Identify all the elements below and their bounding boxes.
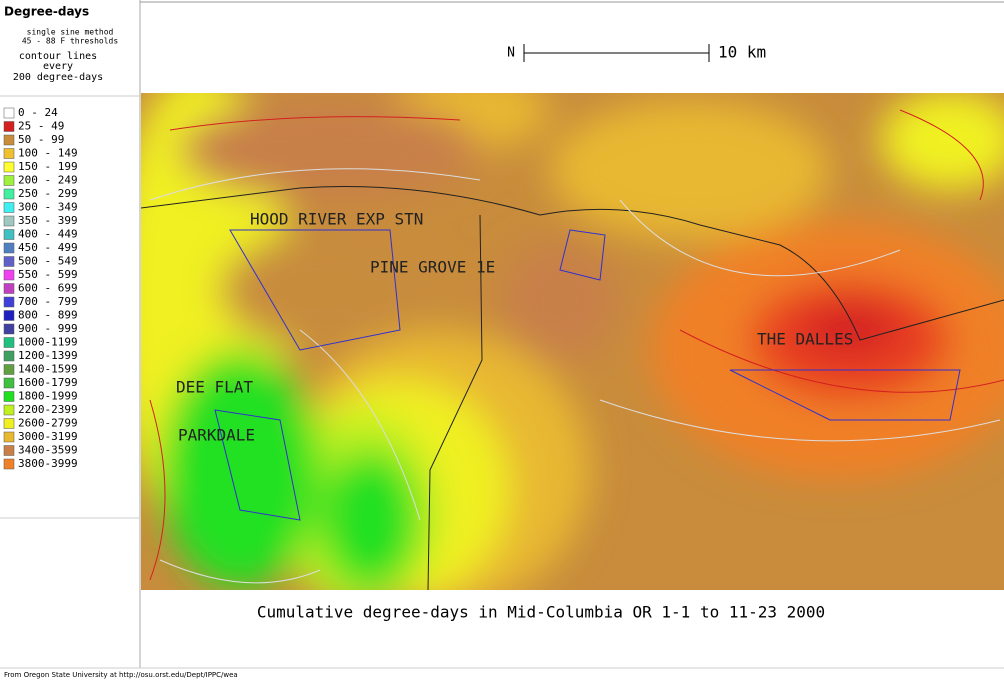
legend-label: 1400-1599 — [18, 363, 78, 376]
legend-note: single sine method — [27, 28, 114, 37]
place-label: THE DALLES — [757, 330, 853, 349]
contour — [149, 109, 1004, 581]
place-label: HOOD RIVER EXP STN — [250, 210, 423, 229]
legend-label: 1800-1999 — [18, 390, 78, 403]
legend-swatch — [3, 458, 15, 470]
legend-swatch — [3, 107, 15, 119]
legend-swatch — [3, 148, 15, 159]
legend-swatch — [3, 431, 15, 443]
legend-label: 3800-3999 — [18, 457, 78, 470]
legend-swatch — [3, 391, 15, 402]
roads — [149, 168, 1001, 584]
county-line — [427, 214, 483, 590]
legend-swatch — [3, 121, 15, 132]
legend-label: 0 - 24 — [18, 106, 58, 119]
legend-swatch — [3, 323, 15, 335]
legend-label: 450 - 499 — [18, 241, 78, 254]
legend-label: 300 - 349 — [18, 201, 78, 214]
map — [141, 93, 1004, 590]
footer: From Oregon State University at http://o… — [4, 671, 238, 679]
legend-label: 400 - 449 — [18, 228, 78, 241]
legend-swatch — [3, 256, 15, 267]
scale-label: 10 km — [718, 43, 766, 62]
legend-swatch — [3, 229, 15, 240]
legend-swatch — [3, 134, 15, 146]
legend-swatch — [3, 337, 15, 348]
legend-label: 700 - 799 — [18, 295, 78, 308]
north-arrow: N — [507, 46, 515, 61]
urban-outline — [214, 229, 961, 521]
legend-label: 900 - 999 — [18, 322, 78, 335]
legend-label: 200 - 249 — [18, 174, 78, 187]
legend-label: 1600-1799 — [18, 376, 78, 389]
legend-note: contour lines — [19, 51, 97, 62]
river — [141, 186, 1004, 341]
place-label: PINE GROVE 1E — [370, 258, 495, 277]
legend-label: 100 - 149 — [18, 147, 78, 160]
legend-swatch — [3, 161, 15, 173]
legend-note: 200 degree-days — [13, 72, 103, 83]
legend-swatch — [3, 377, 15, 389]
legend-label: 1200-1399 — [18, 349, 78, 362]
legend-swatch — [3, 215, 15, 227]
legend-swatch — [3, 283, 15, 294]
place-labels: HOOD RIVER EXP STN PINE GROVE 1E THE DALLE… — [176, 210, 853, 445]
legend-swatch — [3, 445, 15, 456]
legend-title: Degree-days — [4, 5, 89, 19]
legend-label: 3400-3599 — [18, 444, 78, 457]
legend-swatch — [3, 242, 15, 254]
legend-label: 150 - 199 — [18, 160, 78, 173]
legend-label: 2200-2399 — [18, 403, 78, 416]
legend-note: every — [43, 61, 73, 72]
legend-swatch — [3, 350, 15, 362]
legend-swatch — [3, 418, 15, 429]
legend-label: 550 - 599 — [18, 268, 78, 281]
legend-label: 250 - 299 — [18, 187, 78, 200]
legend-label: 350 - 399 — [18, 214, 78, 227]
place-label: DEE FLAT — [176, 378, 253, 397]
legend-swatch — [3, 310, 15, 321]
legend-label: 1000-1199 — [18, 336, 78, 349]
legend-label: 50 - 99 — [18, 133, 64, 146]
legend-label: 800 - 899 — [18, 309, 78, 322]
legend-swatch — [3, 404, 15, 416]
legend-swatch — [3, 188, 15, 200]
legend-swatch — [3, 202, 15, 213]
legend-swatch — [3, 296, 15, 308]
legend-label: 500 - 549 — [18, 255, 78, 268]
legend-label: 25 - 49 — [18, 120, 64, 133]
legend-swatch — [3, 269, 15, 281]
place-label: PARKDALE — [178, 426, 255, 445]
legend-label: 600 - 699 — [18, 282, 78, 295]
legend-label: 2600-2799 — [18, 417, 78, 430]
legend-label: 3000-3199 — [18, 430, 78, 443]
legend-swatch — [3, 364, 15, 375]
legend-note: 45 - 88 F thresholds — [22, 37, 119, 46]
heat-field — [141, 93, 1004, 590]
legend-swatch — [3, 175, 15, 186]
caption: Cumulative degree-days in Mid-Columbia O… — [257, 603, 825, 622]
